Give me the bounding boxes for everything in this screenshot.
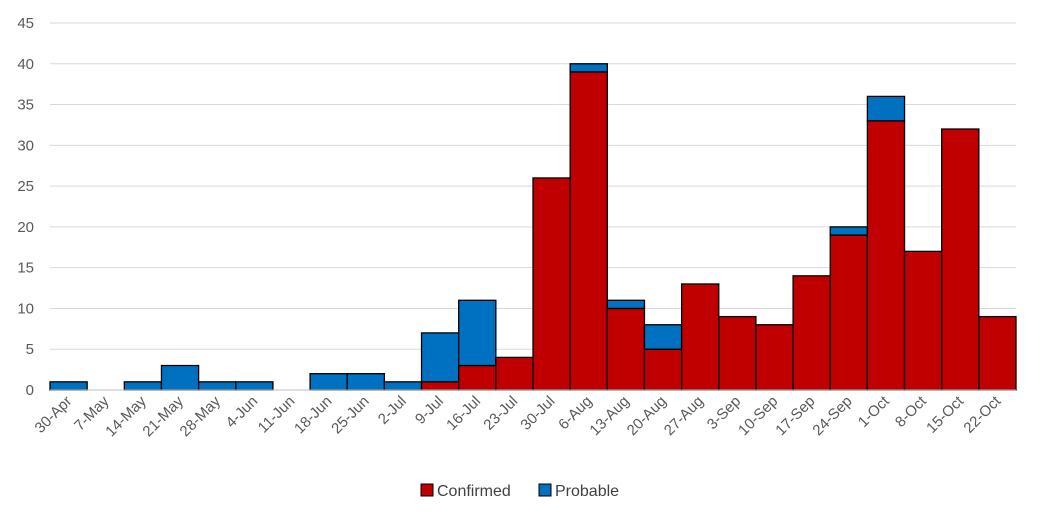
bar-confirmed-24-Sep xyxy=(829,234,869,391)
bar-probable-4-Jun xyxy=(235,381,274,391)
bar-confirmed-22-Oct xyxy=(978,315,1017,391)
bar-confirmed-15-Oct xyxy=(941,128,980,391)
bar-confirmed-30-Jul xyxy=(532,177,571,391)
bar-probable-20-Aug xyxy=(643,324,683,350)
bar-probable-13-Aug xyxy=(606,299,646,310)
bar-probable-1-Oct xyxy=(866,95,906,122)
x-tick-label: 24-Sep xyxy=(809,393,855,439)
bar-probable-24-Sep xyxy=(829,226,869,236)
bar-probable-25-Jun xyxy=(346,373,386,391)
bar-probable-2-Jul xyxy=(383,381,423,391)
x-tick-label: 20-Aug xyxy=(624,393,670,439)
y-tick-label: 15 xyxy=(17,260,34,277)
x-tick-label: 13-Aug xyxy=(586,393,632,439)
bar-confirmed-9-Jul xyxy=(420,381,460,391)
x-tick-label: 27-Aug xyxy=(661,393,707,439)
bar-probable-21-May xyxy=(160,364,200,391)
bar-confirmed-23-Jul xyxy=(495,356,534,391)
bar-confirmed-20-Aug xyxy=(643,348,683,391)
bar-confirmed-1-Oct xyxy=(866,120,906,391)
y-tick-label: 30 xyxy=(17,137,34,154)
x-tick-label: 23-Jul xyxy=(480,393,521,434)
x-tick-label: 28-May xyxy=(177,392,225,440)
bar-confirmed-8-Oct xyxy=(903,250,943,391)
bar-probable-9-Jul xyxy=(420,332,460,383)
legend-label-probable: Probable xyxy=(555,483,619,500)
legend: Confirmed Probable xyxy=(420,483,619,500)
x-tick-label: 16-Jul xyxy=(443,393,484,434)
y-tick-label: 25 xyxy=(17,178,34,195)
y-tick-label: 10 xyxy=(17,300,34,317)
legend-swatch-confirmed xyxy=(420,483,434,497)
y-tick-label: 20 xyxy=(17,219,34,236)
x-tick-label: 22-Oct xyxy=(960,392,1004,436)
bar-confirmed-27-Aug xyxy=(680,283,720,391)
legend-label-confirmed: Confirmed xyxy=(437,483,511,500)
bar-probable-6-Aug xyxy=(569,63,608,73)
bar-confirmed-6-Aug xyxy=(569,71,608,391)
bar-confirmed-16-Jul xyxy=(458,364,497,391)
x-tick-label: 18-Jun xyxy=(291,393,335,437)
x-tick-label: 14-May xyxy=(102,392,150,440)
x-tick-label: 2-Jul xyxy=(375,393,410,428)
x-axis-ticks: 30-Apr7-May14-May21-May28-May4-Jun11-Jun… xyxy=(32,392,1005,440)
x-tick-label: 9-Jul xyxy=(412,393,447,428)
x-tick-label: 1-Oct xyxy=(855,392,894,431)
x-tick-label: 30-Jul xyxy=(517,393,558,434)
y-tick-label: 40 xyxy=(17,56,34,73)
bar-confirmed-3-Sep xyxy=(718,315,757,391)
bar-confirmed-17-Sep xyxy=(792,275,831,391)
bar-probable-16-Jul xyxy=(458,299,497,367)
x-tick-label: 30-Apr xyxy=(32,393,76,437)
x-tick-label: 10-Sep xyxy=(735,393,781,439)
x-tick-label: 17-Sep xyxy=(772,393,818,439)
legend-swatch-probable xyxy=(538,483,552,497)
bar-confirmed-13-Aug xyxy=(606,307,646,391)
y-tick-label: 5 xyxy=(26,341,34,358)
y-tick-label: 0 xyxy=(26,382,34,399)
y-tick-label: 45 xyxy=(17,15,34,32)
x-tick-label: 25-Jun xyxy=(328,393,372,437)
x-tick-label: 15-Oct xyxy=(923,392,967,436)
x-tick-label: 21-May xyxy=(139,392,187,440)
x-tick-label: 11-Jun xyxy=(255,393,299,437)
bar-probable-14-May xyxy=(123,381,163,391)
y-axis-ticks: 0 5 10 15 20 25 30 35 40 45 xyxy=(17,15,34,399)
bar-probable-28-May xyxy=(197,381,237,391)
bar-probable-30-Apr xyxy=(49,381,88,391)
bar-confirmed-10-Sep xyxy=(755,324,794,391)
bar-probable-18-Jun xyxy=(309,373,348,391)
y-tick-label: 35 xyxy=(17,97,34,114)
